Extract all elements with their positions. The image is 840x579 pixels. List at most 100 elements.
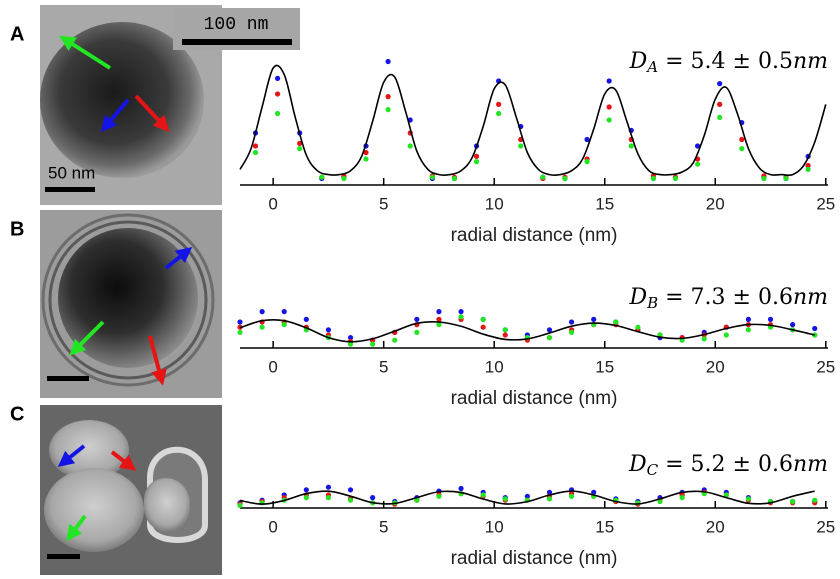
x-tick-label: 15 xyxy=(595,357,614,376)
micrograph-c xyxy=(40,405,222,575)
data-point xyxy=(363,156,369,162)
data-point xyxy=(385,58,391,65)
x-axis-label: radial distance (nm) xyxy=(451,548,618,569)
x-tick-label: 0 xyxy=(268,194,277,213)
x-tick-label: 20 xyxy=(706,517,725,536)
equation-part: nm xyxy=(793,49,828,74)
equation-part: B xyxy=(646,294,658,312)
data-point xyxy=(325,495,332,501)
data-point xyxy=(347,497,354,503)
fit-line xyxy=(239,490,815,505)
data-point xyxy=(237,329,243,335)
data-point xyxy=(237,502,243,508)
data-point xyxy=(524,493,530,499)
data-point xyxy=(584,159,590,165)
equation-part: = 7.3 ± 0.6 xyxy=(658,285,793,310)
data-point xyxy=(341,175,347,182)
x-tick-label: 5 xyxy=(379,194,388,213)
data-point xyxy=(805,162,811,169)
data-point xyxy=(274,91,281,97)
panel-letter: C xyxy=(10,403,24,425)
data-point xyxy=(790,498,796,505)
data-point xyxy=(414,497,420,503)
equation-part: D xyxy=(628,452,647,477)
x-tick-label: 10 xyxy=(485,357,504,376)
equation: DA = 5.4 ± 0.5nm xyxy=(629,49,828,76)
data-point xyxy=(392,337,398,343)
data-point xyxy=(761,175,767,182)
equation: DB = 7.3 ± 0.6nm xyxy=(628,285,828,312)
data-point xyxy=(568,329,575,335)
data-point xyxy=(628,143,634,149)
data-point xyxy=(745,327,752,333)
data-point xyxy=(252,149,259,156)
data-point xyxy=(385,94,391,100)
data-point xyxy=(502,332,508,338)
data-point xyxy=(546,489,553,495)
data-point xyxy=(650,175,656,182)
data-point xyxy=(458,309,464,315)
equation-part: nm xyxy=(793,285,828,310)
chart: DC = 5.2 ± 0.6nm 0 5 10 15 20 25 radial distanc… xyxy=(237,452,835,569)
data-point xyxy=(436,493,442,499)
data-point xyxy=(274,110,281,117)
data-point xyxy=(297,146,303,152)
data-point xyxy=(259,309,265,315)
x-tick-label: 5 xyxy=(379,517,388,536)
data-point xyxy=(297,140,303,146)
data-point xyxy=(812,325,818,332)
data-point xyxy=(370,495,376,501)
data-point xyxy=(480,316,486,322)
x-tick-label: 15 xyxy=(595,194,614,213)
data-point xyxy=(739,146,745,152)
data-point xyxy=(812,497,818,503)
data-point xyxy=(385,107,391,113)
equation-part: D xyxy=(628,285,647,310)
data-point xyxy=(458,314,464,320)
data-point xyxy=(606,104,612,110)
x-tick-label: 0 xyxy=(268,517,277,536)
panel-letter: B xyxy=(10,218,24,240)
data-point xyxy=(281,322,287,328)
x-tick-label: 0 xyxy=(268,357,277,376)
data-point xyxy=(591,316,597,322)
micrograph-b xyxy=(40,210,222,398)
data-point xyxy=(717,114,723,120)
data-point xyxy=(546,496,553,502)
data-point xyxy=(562,175,568,182)
x-tick-label: 20 xyxy=(706,357,725,376)
x-tick-label: 10 xyxy=(485,194,504,213)
data-point xyxy=(480,324,486,330)
data-point xyxy=(429,174,435,180)
x-axis-label: radial distance (nm) xyxy=(451,225,618,246)
data-point xyxy=(274,75,281,81)
data-point xyxy=(546,327,553,333)
data-point xyxy=(496,110,502,117)
data-point xyxy=(518,143,524,149)
data-point xyxy=(723,332,729,338)
data-point xyxy=(325,327,332,333)
equation-part: = 5.4 ± 0.5 xyxy=(658,49,793,74)
data-point xyxy=(805,166,811,172)
data-point xyxy=(635,324,641,330)
data-point xyxy=(568,319,575,325)
data-point xyxy=(473,159,480,165)
fit-line xyxy=(239,64,827,177)
data-point xyxy=(363,149,369,156)
data-point xyxy=(568,493,575,499)
equation-part: A xyxy=(645,58,658,76)
data-point xyxy=(414,316,420,322)
data-point xyxy=(540,174,546,180)
data-point xyxy=(259,324,265,330)
x-tick-label: 10 xyxy=(485,517,504,536)
data-point xyxy=(319,174,325,180)
equation-part: = 5.2 ± 0.6 xyxy=(658,452,793,477)
data-point xyxy=(252,143,259,149)
data-point xyxy=(613,319,619,325)
data-point xyxy=(347,487,354,493)
data-point xyxy=(480,492,486,498)
data-point xyxy=(745,496,752,502)
data-point xyxy=(591,489,597,495)
x-axis-label: radial distance (nm) xyxy=(451,388,618,409)
data-point xyxy=(237,319,243,325)
